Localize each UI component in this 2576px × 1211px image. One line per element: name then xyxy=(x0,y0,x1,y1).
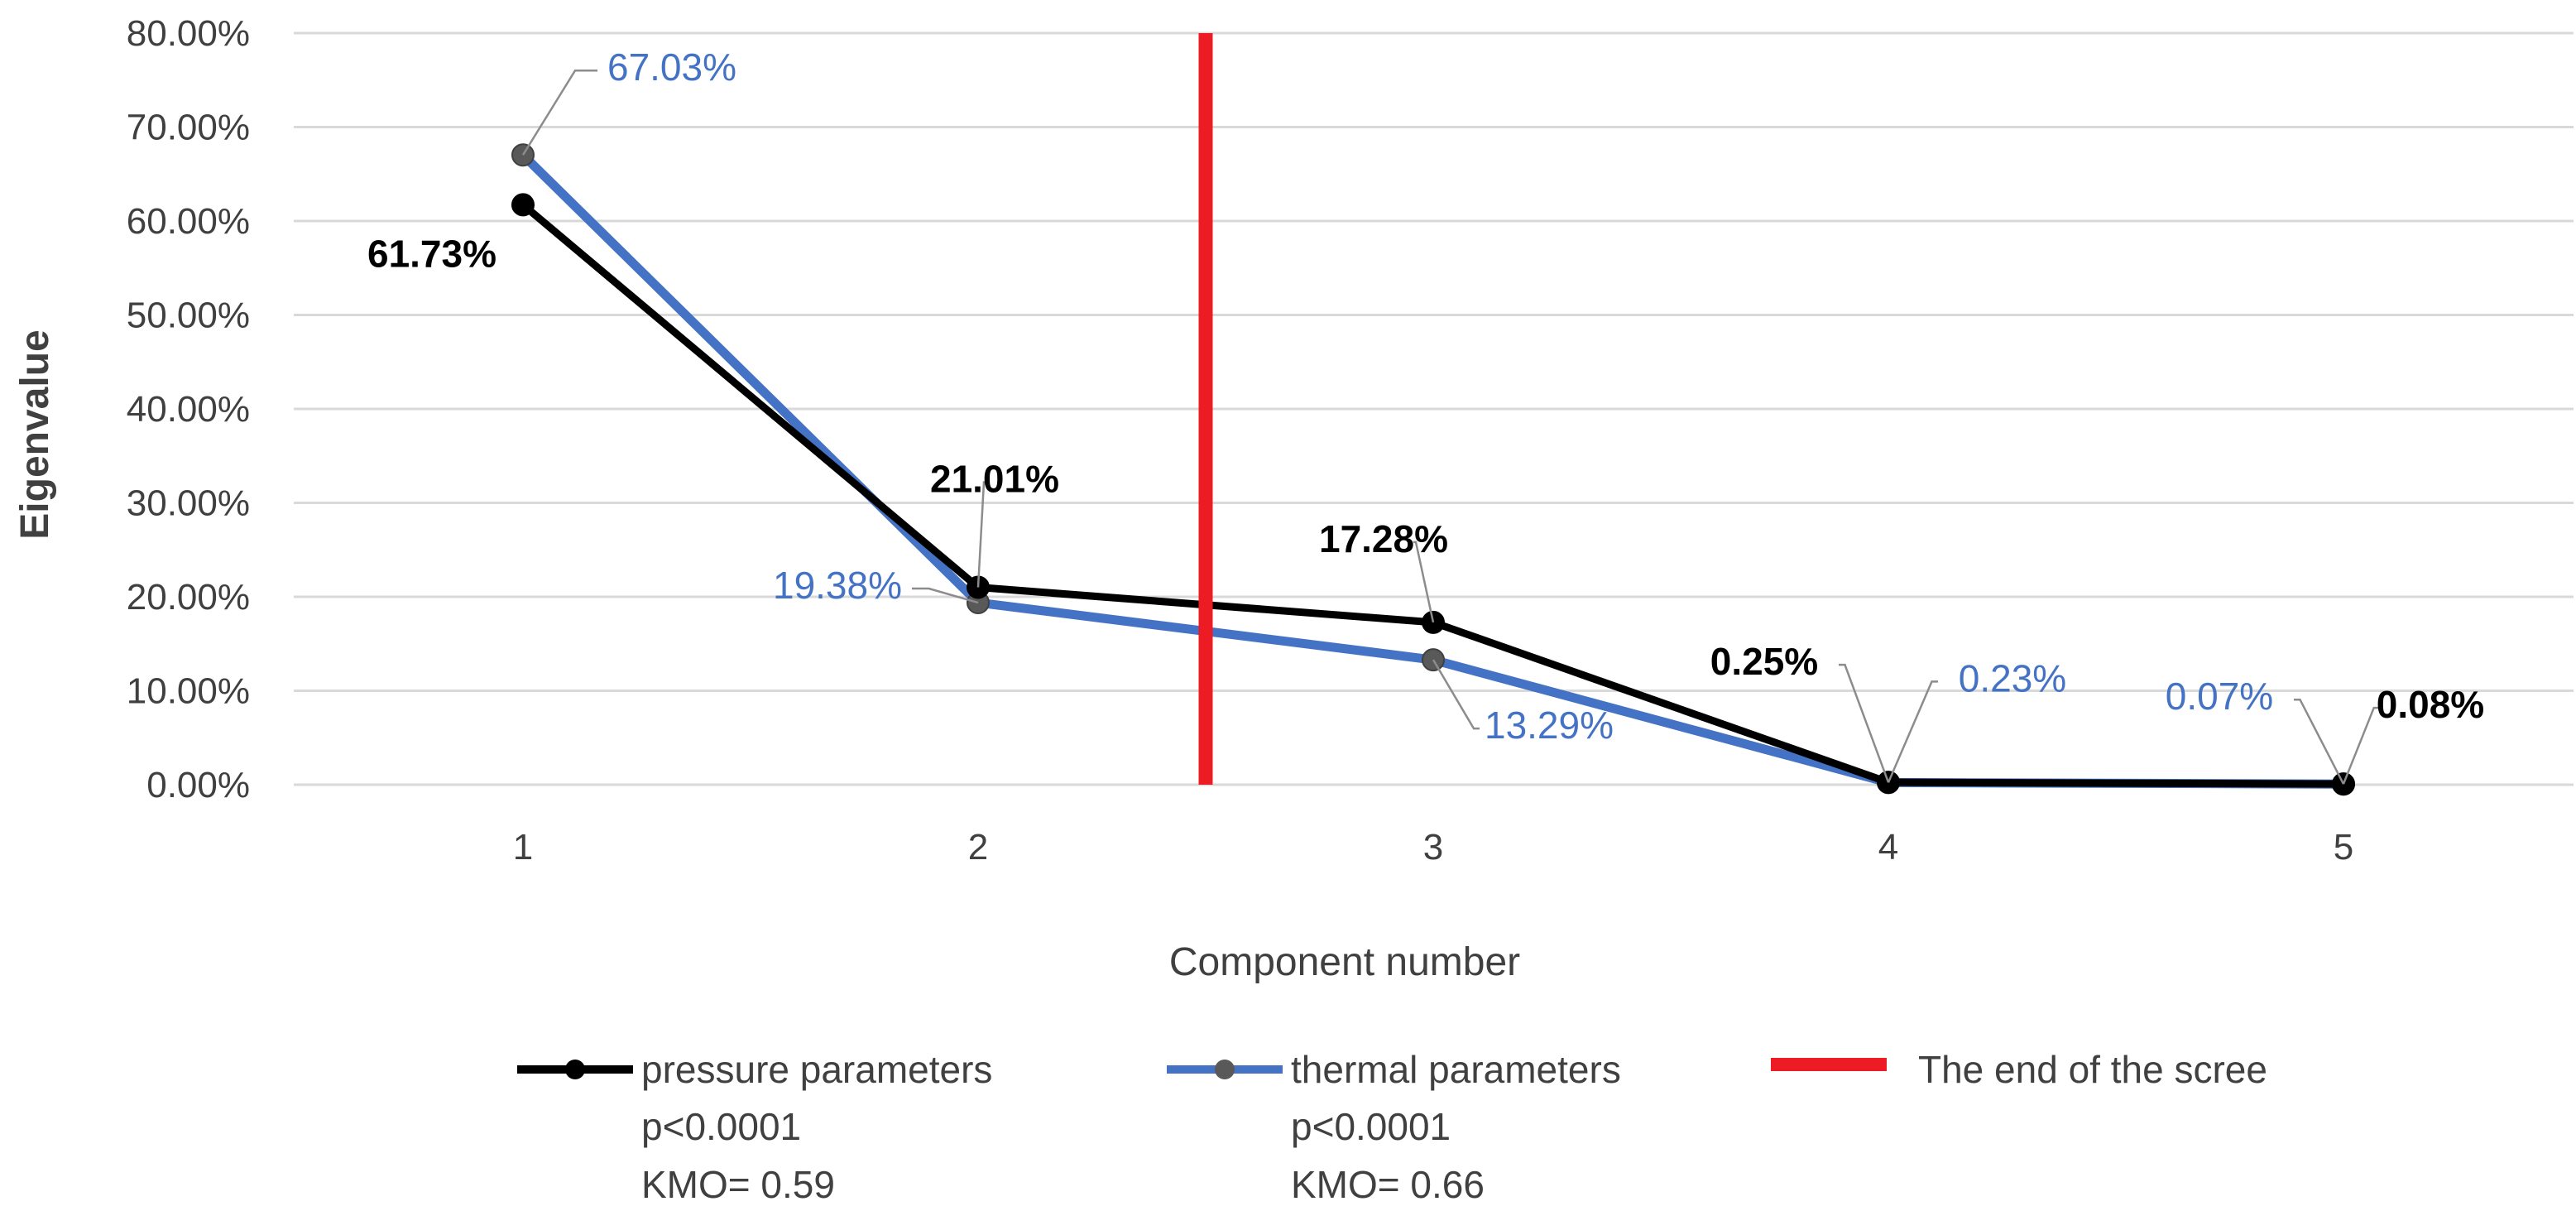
legend-marker xyxy=(1215,1060,1235,1079)
y-tick-label: 0.00% xyxy=(146,765,250,805)
legend-stat: KMO= 0.59 xyxy=(641,1163,835,1206)
data-label-thermal: 19.38% xyxy=(773,564,902,607)
data-label-pressure: 0.25% xyxy=(1710,640,1818,683)
legend-stat: p<0.0001 xyxy=(1291,1105,1451,1148)
y-axis-title: Eigenvalue xyxy=(13,329,57,539)
data-labels: 61.73% 21.01% 17.28% 0.25% 0.08% 67.03% 19.38%… xyxy=(367,46,2484,785)
series-line-pressure xyxy=(520,201,2344,788)
data-label-pressure: 21.01% xyxy=(930,458,1059,501)
legend-item-thermal: thermal parameters p<0.0001 KMO= 0.66 xyxy=(1167,1048,1621,1206)
x-tick-label: 1 xyxy=(513,827,533,867)
y-tick-label: 80.00% xyxy=(127,13,250,54)
x-tick-label: 4 xyxy=(1878,827,1898,867)
y-tick-label: 60.00% xyxy=(127,201,250,242)
label-leader-line xyxy=(2294,698,2345,785)
x-tick-label: 3 xyxy=(1423,827,1443,867)
data-label-thermal: 0.07% xyxy=(2166,675,2273,718)
data-label-thermal: 67.03% xyxy=(607,46,736,89)
y-axis-ticks: 0.00% 10.00% 20.00% 30.00% 40.00% 50.00% 60.00… xyxy=(127,13,250,805)
gridlines xyxy=(294,31,2574,786)
y-tick-label: 30.00% xyxy=(127,483,250,524)
label-leader-line xyxy=(2342,706,2378,785)
label-leader-line xyxy=(976,481,986,588)
legend: pressure parameters p<0.0001 KMO= 0.59 ther… xyxy=(517,1048,2267,1206)
y-tick-label: 20.00% xyxy=(127,577,250,618)
data-label-pressure: 0.08% xyxy=(2377,683,2484,726)
legend-label: thermal parameters xyxy=(1291,1048,1621,1091)
y-tick-label: 10.00% xyxy=(127,671,250,712)
series-layer xyxy=(511,143,2355,796)
data-label-pressure: 61.73% xyxy=(367,232,496,275)
legend-label: pressure parameters xyxy=(641,1048,992,1091)
label-leader-line xyxy=(1432,659,1480,730)
legend-item-pressure: pressure parameters p<0.0001 KMO= 0.59 xyxy=(517,1048,992,1206)
x-tick-label: 2 xyxy=(968,827,988,867)
label-leader-line xyxy=(1413,541,1435,623)
label-leader-line xyxy=(521,69,597,156)
legend-marker xyxy=(565,1060,585,1079)
x-axis-title: Component number xyxy=(1169,940,1520,984)
data-label-thermal: 0.23% xyxy=(1959,656,2066,699)
x-tick-label: 5 xyxy=(2334,827,2353,867)
legend-label: The end of the scree xyxy=(1918,1048,2267,1091)
data-label-thermal: 13.29% xyxy=(1485,704,1614,747)
y-tick-label: 40.00% xyxy=(127,389,250,430)
x-axis-ticks: 1 2 3 4 5 xyxy=(513,827,2353,867)
legend-stat: KMO= 0.66 xyxy=(1291,1163,1485,1206)
data-point-pressure xyxy=(511,193,535,217)
label-leader-line xyxy=(912,587,979,604)
label-leader-line xyxy=(1887,680,1938,783)
legend-stat: p<0.0001 xyxy=(641,1105,801,1148)
legend-item-scree-end: The end of the scree xyxy=(1771,1048,2267,1091)
y-tick-label: 70.00% xyxy=(127,108,250,148)
data-label-pressure: 17.28% xyxy=(1319,517,1448,560)
y-tick-label: 50.00% xyxy=(127,296,250,336)
label-leader-line xyxy=(1839,663,1890,783)
